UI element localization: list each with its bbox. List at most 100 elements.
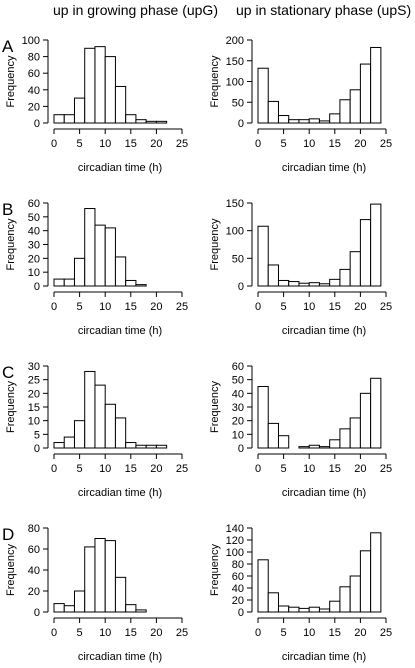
y-tick-label: 0 (34, 607, 40, 619)
y-axis-title: Frequency (209, 218, 221, 270)
x-tick-label: 20 (354, 627, 366, 639)
y-axis-title: Frequency (209, 55, 221, 107)
histogram-bar (53, 278, 65, 287)
x-tick-label: 20 (150, 301, 162, 313)
histogram-bar (125, 604, 137, 613)
x-tick-label: 10 (303, 301, 315, 313)
x-tick-label: 25 (176, 138, 188, 150)
x-tick-label: 25 (176, 301, 188, 313)
histogram-bar (298, 446, 310, 449)
histogram-bar (277, 115, 290, 124)
histogram-bar (155, 444, 168, 449)
histogram-bar (155, 120, 168, 124)
y-tick-label: 0 (238, 443, 244, 455)
y-axis-title: Frequency (5, 55, 17, 107)
x-tick-label: 5 (281, 138, 287, 150)
histogram-bar (359, 392, 372, 449)
x-tick-label: 15 (125, 138, 137, 150)
histogram-bar (145, 444, 157, 449)
histogram-bar (288, 281, 300, 287)
x-tick-label: 5 (77, 463, 83, 475)
x-tick-label: 15 (125, 627, 137, 639)
histogram-bar (63, 114, 75, 124)
histogram-bar (308, 606, 320, 613)
histogram-bar (114, 85, 127, 124)
histogram-bar (318, 446, 331, 449)
x-axis-title: circadian time (h) (78, 487, 162, 499)
x-tick-label: 25 (380, 138, 392, 150)
y-tick-label: 10 (28, 416, 40, 428)
panel-letter-a: A (2, 37, 14, 56)
histogram-bar (318, 283, 331, 287)
y-tick-label: 20 (232, 416, 244, 428)
histogram-bar (349, 251, 361, 287)
histogram-bar (135, 119, 147, 124)
y-tick-label: 40 (232, 583, 244, 595)
y-tick-label: 150 (226, 198, 244, 210)
histogram-bar (104, 540, 116, 613)
histogram-bar (53, 603, 65, 613)
y-tick-label: 15 (28, 402, 40, 414)
panel-letter-c: C (2, 363, 14, 382)
x-tick-label: 0 (255, 301, 261, 313)
histogram-bar (329, 439, 341, 449)
histogram-bar (84, 546, 96, 613)
histogram-bar (288, 119, 300, 124)
y-tick-label: 0 (238, 281, 244, 293)
x-tick-label: 5 (281, 463, 287, 475)
histogram-bar (104, 227, 116, 287)
x-tick-label: 10 (99, 463, 111, 475)
histogram-bar (73, 257, 86, 287)
x-tick-label: 0 (51, 301, 57, 313)
histogram-bar (257, 67, 269, 124)
x-tick-label: 15 (329, 138, 341, 150)
histogram-bar (63, 436, 75, 449)
y-axis-title: Frequency (5, 381, 17, 433)
y-tick-label: 80 (28, 52, 40, 64)
x-tick-label: 10 (99, 627, 111, 639)
histogram-bar (339, 428, 351, 449)
x-tick-label: 25 (380, 627, 392, 639)
x-tick-label: 5 (77, 301, 83, 313)
histogram-bar (114, 417, 127, 449)
histogram-bar (339, 99, 351, 124)
histogram-bar (267, 592, 279, 613)
histogram-bar (84, 47, 96, 124)
y-tick-label: 20 (28, 101, 40, 113)
y-tick-label: 40 (28, 85, 40, 97)
histogram-bar (94, 538, 106, 613)
histogram-bar (308, 282, 320, 287)
x-tick-label: 5 (281, 627, 287, 639)
histogram-bar (104, 403, 116, 449)
y-tick-label: 50 (232, 97, 244, 109)
y-tick-label: 60 (28, 544, 40, 556)
histogram-bar (370, 532, 382, 613)
y-tick-label: 150 (226, 56, 244, 68)
x-tick-label: 25 (176, 627, 188, 639)
histogram-bar (370, 377, 382, 449)
y-tick-label: 100 (22, 35, 40, 47)
y-tick-label: 50 (28, 212, 40, 224)
y-tick-label: 60 (28, 68, 40, 80)
x-tick-label: 5 (77, 627, 83, 639)
histogram-bar (359, 63, 372, 124)
histogram-bar (308, 118, 320, 124)
histogram-bar (359, 550, 372, 613)
y-tick-label: 20 (28, 253, 40, 265)
y-tick-label: 0 (34, 281, 40, 293)
histogram-bar (135, 284, 147, 287)
y-tick-label: 0 (34, 443, 40, 455)
y-tick-label: 20 (28, 388, 40, 400)
y-tick-label: 60 (28, 198, 40, 210)
y-tick-label: 100 (226, 547, 244, 559)
y-tick-label: 40 (232, 388, 244, 400)
histogram-bar (267, 100, 279, 124)
panel-letter-d: D (2, 525, 14, 544)
histogram-bar (329, 600, 341, 613)
histogram-bar (125, 279, 137, 287)
histogram-bar (114, 256, 127, 287)
x-tick-label: 10 (99, 138, 111, 150)
x-axis-title: circadian time (h) (282, 162, 366, 174)
histogram-bar (135, 609, 147, 613)
